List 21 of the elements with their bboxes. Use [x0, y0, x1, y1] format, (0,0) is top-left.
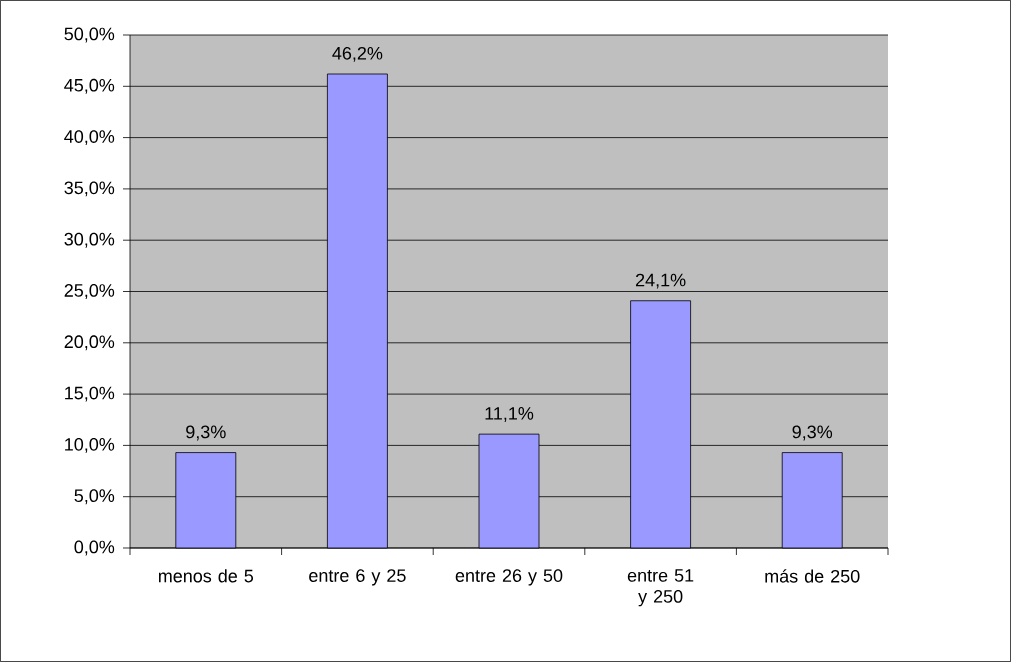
y-tick-label: 30,0% — [64, 232, 115, 248]
x-tick-label: entre 26 y 50 — [455, 569, 563, 586]
y-tick-label: 25,0% — [64, 284, 115, 299]
x-tick-label: entre 6 y 25 — [309, 569, 406, 586]
y-tick-label: 15,0% — [65, 386, 115, 402]
data-label: 46,2% — [332, 46, 383, 62]
y-tick-label: 5,0% — [74, 489, 115, 505]
data-label: 11,1% — [485, 407, 534, 422]
x-tick-label: menos de 5 — [158, 569, 254, 583]
data-label: 9,3% — [186, 425, 226, 441]
x-tick-label: entre 51 y 250 — [627, 569, 694, 607]
y-tick-label: 35,0% — [64, 181, 115, 197]
y-tick-label: 40,0% — [64, 130, 115, 146]
data-label: 9,3% — [792, 425, 833, 441]
y-tick-label: 0,0% — [74, 540, 115, 556]
y-tick-label: 50,0% — [64, 27, 115, 43]
x-tick-label: más de 250 — [765, 569, 860, 583]
data-label: 24,1% — [636, 273, 686, 289]
y-tick-label: 20,0% — [64, 335, 115, 351]
y-tick-label: 45,0% — [64, 78, 115, 94]
y-tick-label: 10,0% — [65, 437, 115, 453]
